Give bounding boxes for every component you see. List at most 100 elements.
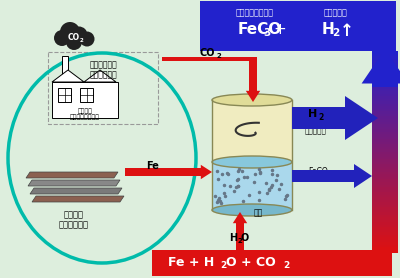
Polygon shape xyxy=(372,101,398,104)
Polygon shape xyxy=(372,99,398,102)
Polygon shape xyxy=(372,64,398,67)
Circle shape xyxy=(60,22,80,42)
Polygon shape xyxy=(372,215,398,218)
Polygon shape xyxy=(372,79,398,82)
Polygon shape xyxy=(84,70,116,82)
Polygon shape xyxy=(372,106,398,110)
Text: 2: 2 xyxy=(332,28,339,38)
Polygon shape xyxy=(372,154,398,157)
Polygon shape xyxy=(372,139,398,142)
Polygon shape xyxy=(372,157,398,160)
Polygon shape xyxy=(233,212,247,250)
Polygon shape xyxy=(372,182,398,185)
Polygon shape xyxy=(372,164,398,167)
Text: 反応容器
（ミリング装置）
粉砕・攀拌: 反応容器 （ミリング装置） 粉砕・攀拌 xyxy=(305,112,340,134)
Polygon shape xyxy=(372,205,398,208)
Polygon shape xyxy=(372,69,398,72)
Polygon shape xyxy=(372,111,398,115)
Polygon shape xyxy=(30,188,122,194)
Polygon shape xyxy=(372,71,398,74)
Text: H: H xyxy=(229,233,237,243)
Polygon shape xyxy=(372,207,398,210)
Polygon shape xyxy=(372,174,398,177)
Polygon shape xyxy=(372,142,398,145)
Polygon shape xyxy=(372,61,398,64)
Ellipse shape xyxy=(212,156,292,168)
Polygon shape xyxy=(52,70,84,82)
Polygon shape xyxy=(249,57,257,61)
Polygon shape xyxy=(372,116,398,120)
Polygon shape xyxy=(372,152,398,155)
Polygon shape xyxy=(372,137,398,140)
Text: 3: 3 xyxy=(263,28,270,38)
Polygon shape xyxy=(372,91,398,94)
Circle shape xyxy=(80,31,94,46)
Polygon shape xyxy=(372,124,398,127)
Polygon shape xyxy=(372,89,398,92)
Polygon shape xyxy=(372,54,398,56)
Polygon shape xyxy=(372,104,398,107)
Polygon shape xyxy=(372,225,398,228)
Polygon shape xyxy=(372,240,398,243)
Polygon shape xyxy=(372,195,398,198)
Polygon shape xyxy=(125,165,212,179)
Polygon shape xyxy=(372,131,398,135)
Text: H: H xyxy=(322,22,335,37)
Circle shape xyxy=(54,30,70,46)
Polygon shape xyxy=(372,247,398,250)
Polygon shape xyxy=(246,57,260,102)
Text: 2: 2 xyxy=(217,53,221,59)
FancyBboxPatch shape xyxy=(152,250,392,276)
Polygon shape xyxy=(372,222,398,225)
Text: 2: 2 xyxy=(318,113,324,121)
Polygon shape xyxy=(162,57,253,61)
Text: 2: 2 xyxy=(238,238,242,244)
Text: 2: 2 xyxy=(80,38,84,43)
Polygon shape xyxy=(372,217,398,220)
Polygon shape xyxy=(372,245,398,248)
Polygon shape xyxy=(372,232,398,235)
Polygon shape xyxy=(372,250,398,253)
Polygon shape xyxy=(212,100,292,210)
Polygon shape xyxy=(372,147,398,150)
Polygon shape xyxy=(372,210,398,213)
Polygon shape xyxy=(372,96,398,99)
Text: 発電所や
製鉄所などの工場: 発電所や 製鉄所などの工場 xyxy=(70,108,100,120)
Polygon shape xyxy=(372,76,398,79)
Text: 2: 2 xyxy=(220,260,226,269)
Polygon shape xyxy=(372,134,398,137)
Text: 鉄粉: 鉄粉 xyxy=(254,208,263,217)
Polygon shape xyxy=(372,77,398,87)
Text: FeCO: FeCO xyxy=(308,168,328,177)
Text: FeCO: FeCO xyxy=(238,22,282,37)
Polygon shape xyxy=(26,172,118,178)
Text: O: O xyxy=(241,233,249,243)
Ellipse shape xyxy=(212,204,292,216)
Polygon shape xyxy=(372,51,398,54)
Text: 発生し続ける
温室効果ガス: 発生し続ける 温室効果ガス xyxy=(89,60,117,80)
Polygon shape xyxy=(372,220,398,223)
Polygon shape xyxy=(372,126,398,130)
Polygon shape xyxy=(372,159,398,162)
Polygon shape xyxy=(372,172,398,175)
Polygon shape xyxy=(372,66,398,69)
Polygon shape xyxy=(372,230,398,233)
Polygon shape xyxy=(62,56,68,82)
Polygon shape xyxy=(372,212,398,215)
Polygon shape xyxy=(292,96,378,140)
Text: 増加する
スクラップ鉄: 増加する スクラップ鉄 xyxy=(59,210,89,229)
FancyBboxPatch shape xyxy=(58,88,71,102)
Text: +: + xyxy=(273,22,286,37)
Polygon shape xyxy=(372,81,398,84)
Ellipse shape xyxy=(212,94,292,106)
Polygon shape xyxy=(372,185,398,187)
Polygon shape xyxy=(372,84,398,87)
Polygon shape xyxy=(372,227,398,230)
Polygon shape xyxy=(372,177,398,180)
Polygon shape xyxy=(372,192,398,195)
Text: O + CO: O + CO xyxy=(226,255,276,269)
FancyBboxPatch shape xyxy=(80,88,93,102)
Polygon shape xyxy=(372,86,398,89)
FancyBboxPatch shape xyxy=(200,1,396,51)
Polygon shape xyxy=(32,196,124,202)
